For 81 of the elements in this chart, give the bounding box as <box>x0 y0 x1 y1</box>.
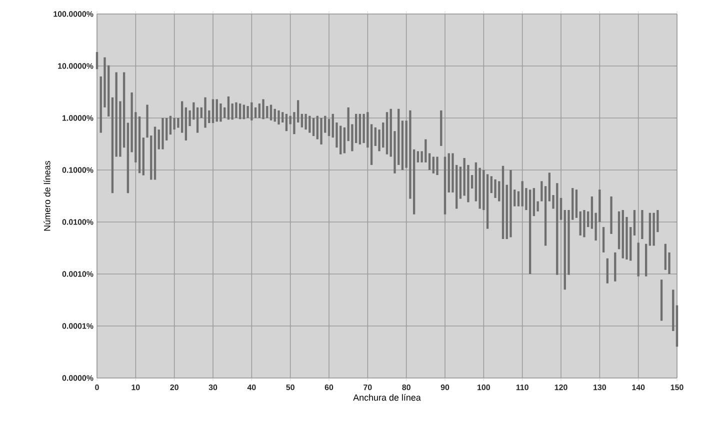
bar <box>448 153 450 192</box>
bar <box>300 114 304 128</box>
bar <box>343 127 346 154</box>
bar <box>138 116 141 174</box>
bar <box>676 305 678 347</box>
bar <box>652 212 655 246</box>
bar <box>517 191 520 206</box>
bar <box>96 52 98 70</box>
bar <box>227 96 230 120</box>
bar <box>320 118 322 144</box>
bar <box>444 156 446 214</box>
bar <box>648 212 652 246</box>
bar <box>362 114 365 144</box>
bar <box>115 72 118 157</box>
bar <box>436 156 438 176</box>
x-axis-title: Anchura de línea <box>353 394 421 401</box>
bar <box>111 97 114 194</box>
bar <box>528 190 532 274</box>
bar <box>282 112 284 122</box>
bar <box>486 174 489 229</box>
bar <box>162 118 164 150</box>
bar <box>564 210 566 290</box>
bar <box>641 210 644 240</box>
bar <box>250 102 253 120</box>
bar <box>401 120 404 170</box>
bar <box>579 211 582 236</box>
bar <box>510 170 512 238</box>
bar <box>180 101 184 133</box>
bar <box>672 290 674 332</box>
bar <box>660 280 663 321</box>
bar <box>173 118 176 130</box>
bar <box>432 156 434 174</box>
bar <box>440 110 442 146</box>
bar <box>358 114 362 144</box>
bar <box>606 258 608 284</box>
bar <box>502 166 504 240</box>
bar <box>583 210 586 238</box>
bar <box>602 227 605 252</box>
bar <box>664 244 666 270</box>
y-axis-title: Número de líneas <box>44 160 50 231</box>
bar <box>633 210 636 236</box>
bar <box>575 190 578 218</box>
bar <box>216 99 218 122</box>
bar <box>224 107 226 118</box>
bar <box>521 181 524 206</box>
bar <box>142 138 144 176</box>
bar <box>238 104 242 120</box>
bar <box>204 97 206 128</box>
bar <box>622 210 624 258</box>
bar <box>235 102 238 118</box>
bar <box>340 126 342 154</box>
bar <box>560 198 562 220</box>
bar <box>494 179 496 198</box>
bar <box>532 188 536 216</box>
bar <box>242 104 246 120</box>
bar <box>328 118 330 136</box>
bar <box>382 122 384 148</box>
bar <box>285 114 288 132</box>
bar <box>459 166 462 199</box>
bar <box>184 107 188 140</box>
bar <box>154 126 156 180</box>
bar <box>637 242 640 276</box>
bar <box>416 151 420 162</box>
bar <box>262 99 264 120</box>
bar <box>618 211 620 250</box>
bar <box>274 108 276 122</box>
bar <box>304 114 307 130</box>
bar <box>308 116 311 133</box>
bar <box>614 252 616 282</box>
bar <box>169 116 172 135</box>
bar <box>498 181 500 202</box>
bar <box>231 104 234 120</box>
bar <box>212 99 214 124</box>
bar <box>312 118 315 136</box>
bar <box>644 244 648 276</box>
bar <box>610 196 612 234</box>
bar <box>270 104 272 120</box>
bar <box>556 183 558 275</box>
bar <box>246 106 249 118</box>
bar <box>386 112 388 154</box>
bar <box>278 110 280 125</box>
